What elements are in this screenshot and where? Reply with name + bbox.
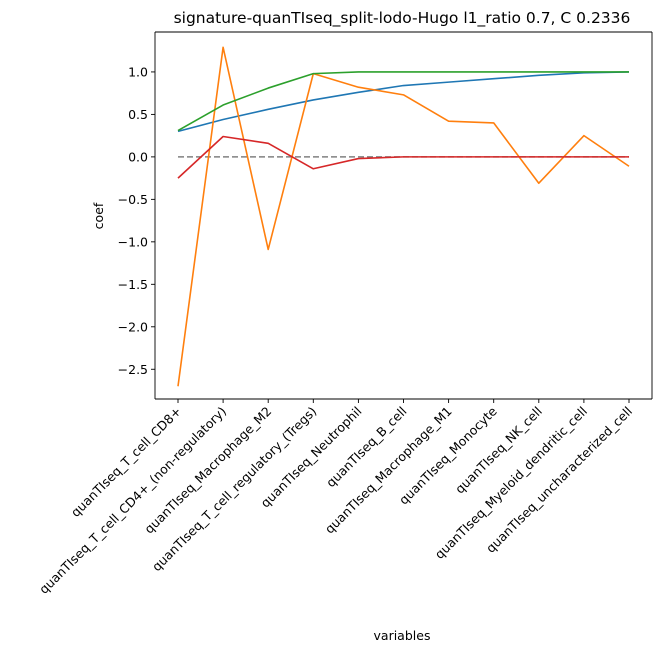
plot-area: 1.0 0.5 0.0 −0.5 −1.0 −1.5 −2.0 −2.5 quanTIseq_T… [36, 31, 653, 597]
series-line-4 [177, 135, 629, 179]
series-line-1 [177, 71, 630, 133]
x-tick-label: quanTIseq_T_cell_CD4+_(non-regulatory) [36, 404, 229, 597]
x-tick-label: quanTIseq_B_cell [323, 404, 410, 491]
chart-title: signature-quanTIseq_split-lodo-Hugo l1_r… [174, 9, 631, 28]
series-line-3 [177, 71, 629, 132]
series-line-2 [177, 46, 630, 387]
y-tick-label: 0.0 [128, 149, 148, 164]
x-tick-label: quanTIseq_NK_cell [452, 404, 545, 497]
x-axis-label: variables [374, 628, 431, 643]
y-tick-label: −1.0 [118, 234, 148, 249]
y-tick-label: −2.0 [118, 319, 148, 334]
x-tick-label: quanTIseq_T_cell_regulatory_(Tregs) [149, 404, 320, 575]
y-tick-label: −2.5 [118, 362, 148, 377]
y-tick-label: −0.5 [118, 192, 148, 207]
y-axis-label: coef [91, 202, 106, 229]
y-tick-label: 1.0 [128, 64, 148, 79]
y-tick-label: −1.5 [118, 277, 148, 292]
y-tick-label: 0.5 [128, 107, 148, 122]
